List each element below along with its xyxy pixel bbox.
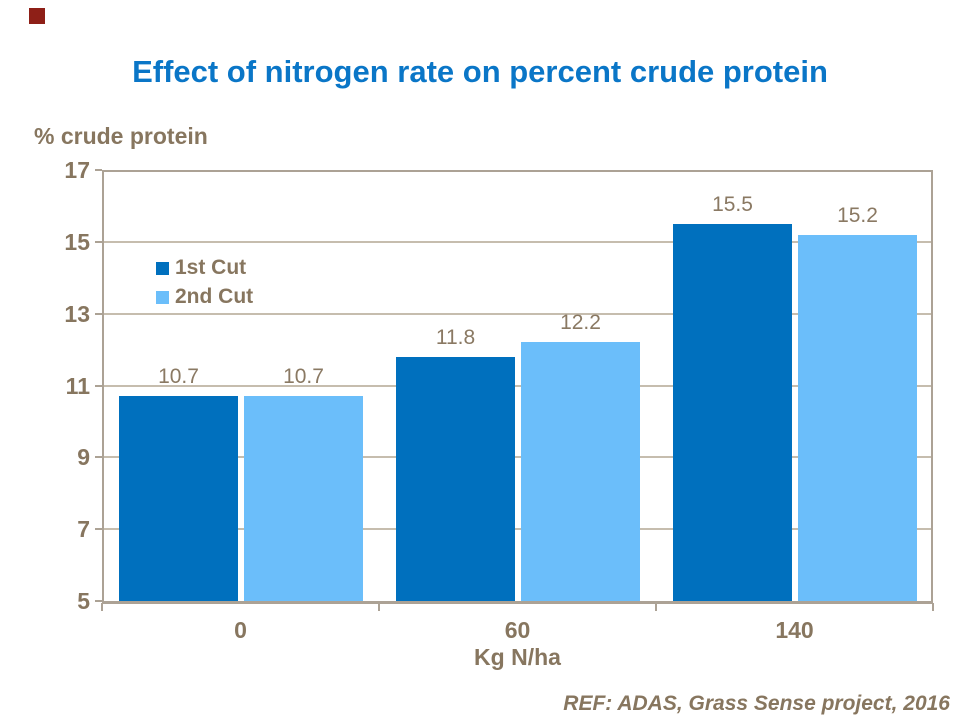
legend-swatch-1st-cut (156, 261, 169, 275)
gridline-7 (102, 528, 933, 531)
bar-2nd-cut-60 (521, 342, 640, 601)
legend-item-1st-cut: 1st Cut (156, 256, 253, 280)
corner-accent-square (29, 8, 45, 24)
bar-2nd-cut-0 (244, 396, 363, 601)
y-axis-tick-17 (95, 169, 102, 171)
y-axis-tick-15 (95, 240, 102, 243)
gridline-11 (102, 384, 933, 387)
bar-value-1st-cut-0: 10.7 (158, 365, 199, 389)
x-axis-title: Kg N/ha (474, 644, 561, 670)
y-axis-tick-7 (95, 528, 102, 531)
y-axis-title: % crude protein (34, 123, 208, 149)
gridline-9 (102, 456, 933, 459)
y-tick-label-11: 11 (65, 372, 90, 399)
chart-title: Effect of nitrogen rate on percent crude… (132, 54, 828, 89)
bar-1st-cut-140 (673, 223, 792, 601)
y-tick-label-17: 17 (64, 157, 90, 183)
gridline-15 (102, 240, 933, 243)
reference-text: REF: ADAS, Grass Sense project, 2016 (563, 692, 950, 715)
y-tick-label-9: 9 (77, 444, 90, 471)
x-axis-tick-0 (101, 603, 103, 611)
legend-swatch-2nd-cut (156, 290, 169, 304)
y-axis-tick-9 (95, 456, 102, 459)
x-tick-label-140: 140 (775, 617, 814, 643)
legend-item-2nd-cut: 2nd Cut (156, 285, 253, 309)
y-axis-tick-11 (95, 384, 102, 387)
gridline-13 (102, 312, 933, 315)
bar-value-2nd-cut-0: 10.7 (283, 365, 324, 389)
y-axis-tick-13 (95, 312, 102, 315)
x-axis-tick-1 (378, 603, 380, 611)
bar-value-2nd-cut-140: 15.2 (837, 203, 878, 227)
bar-1st-cut-60 (396, 356, 515, 601)
bar-1st-cut-0 (119, 396, 238, 601)
x-axis-tick-2 (655, 603, 657, 611)
y-tick-label-5: 5 (77, 588, 90, 614)
x-tick-label-0: 0 (234, 617, 247, 643)
legend-label-2nd-cut: 2nd Cut (175, 285, 254, 308)
bar-2nd-cut-140 (798, 234, 917, 601)
y-tick-label-15: 15 (64, 228, 90, 255)
x-tick-label-60: 60 (504, 617, 531, 643)
y-tick-label-7: 7 (77, 516, 90, 543)
y-tick-label-13: 13 (64, 300, 90, 327)
bar-value-1st-cut-60: 11.8 (435, 325, 476, 349)
x-axis-tick-3 (932, 603, 934, 611)
bar-value-1st-cut-140: 15.5 (712, 192, 753, 216)
bar-value-2nd-cut-60: 12.2 (560, 311, 601, 335)
chart-legend: 1st Cut 2nd Cut (156, 256, 253, 314)
y-axis-tick-5 (95, 600, 102, 602)
legend-label-1st-cut: 1st Cut (175, 256, 247, 279)
